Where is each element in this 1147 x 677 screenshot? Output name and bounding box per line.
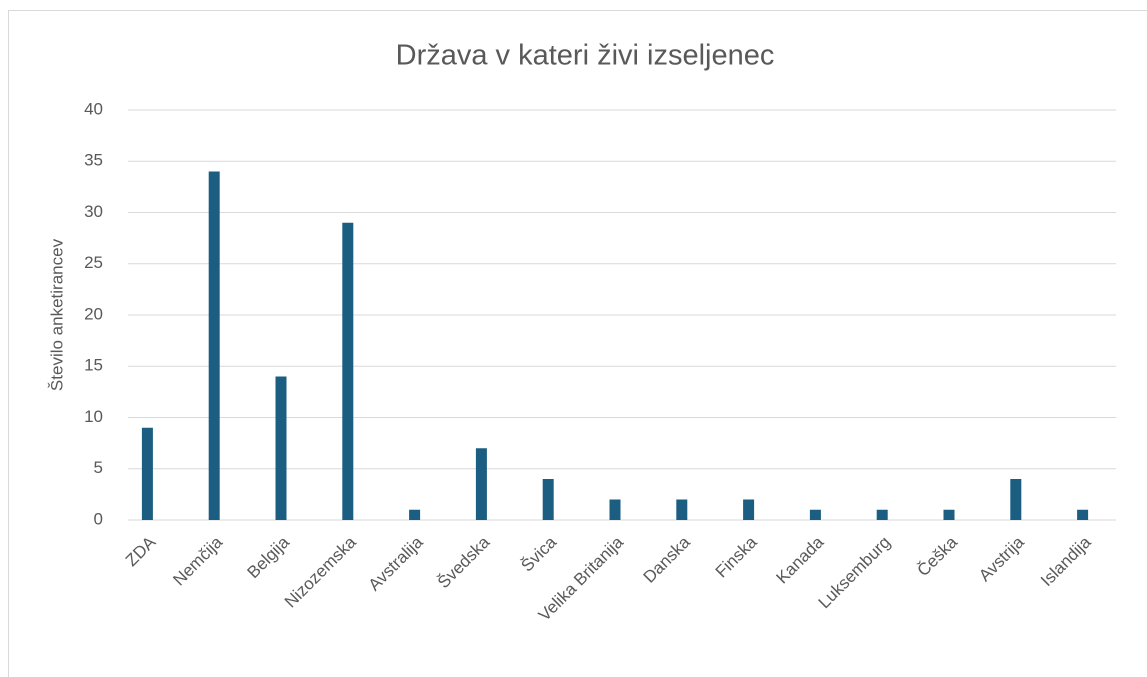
bar <box>475 448 487 520</box>
bar <box>542 479 554 520</box>
y-tick-label: 5 <box>94 458 103 477</box>
bar <box>609 499 621 520</box>
y-axis-title: Število anketirancev <box>47 238 66 391</box>
bar <box>342 222 354 520</box>
y-tick-label: 0 <box>94 509 103 528</box>
y-tick-label: 10 <box>84 407 103 426</box>
bar <box>409 509 421 520</box>
bar <box>876 509 888 520</box>
bar <box>1010 479 1022 520</box>
bar <box>141 427 153 520</box>
bar <box>676 499 688 520</box>
y-tick-label: 30 <box>84 202 103 221</box>
y-tick-label: 20 <box>84 304 103 323</box>
bar <box>1077 509 1089 520</box>
chart-border <box>8 10 1147 677</box>
bar <box>809 509 821 520</box>
chart-title: Država v kateri živi izseljenec <box>396 40 775 72</box>
bar <box>943 509 955 520</box>
y-tick-label: 15 <box>84 356 103 375</box>
y-tick-label: 25 <box>84 253 103 272</box>
bar <box>208 171 220 520</box>
bar <box>743 499 755 520</box>
y-tick-label: 35 <box>84 151 103 170</box>
bar <box>275 376 287 520</box>
y-tick-label: 40 <box>84 99 103 118</box>
